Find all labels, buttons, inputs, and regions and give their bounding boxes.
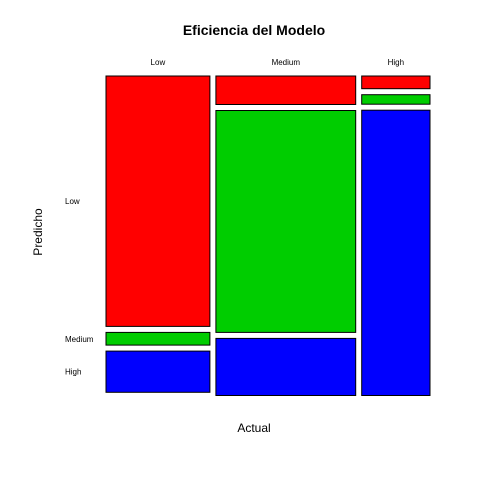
tile-medium-medium <box>215 110 357 333</box>
tile-low-medium <box>105 331 211 346</box>
mosaic-tiles <box>105 75 431 396</box>
tile-medium-high <box>215 337 357 396</box>
chart-title: Eficiencia del Modelo <box>183 22 325 38</box>
column-label-medium: Medium <box>272 58 301 67</box>
tile-low-low <box>105 75 211 327</box>
tile-medium-low <box>215 75 357 105</box>
row-label-low: Low <box>65 197 80 206</box>
column-label-low: Low <box>151 58 166 67</box>
row-labels: Low Medium High <box>65 197 94 377</box>
row-label-medium: Medium <box>65 335 94 344</box>
row-label-high: High <box>65 368 81 377</box>
x-axis-title: Actual <box>237 421 270 435</box>
tile-high-high <box>361 109 431 396</box>
tile-high-medium <box>361 94 431 105</box>
y-axis-title: Predicho <box>31 208 45 256</box>
tile-low-high <box>105 350 211 393</box>
column-label-high: High <box>388 58 404 67</box>
tile-high-low <box>361 75 431 90</box>
column-labels: Low Medium High <box>151 58 404 67</box>
